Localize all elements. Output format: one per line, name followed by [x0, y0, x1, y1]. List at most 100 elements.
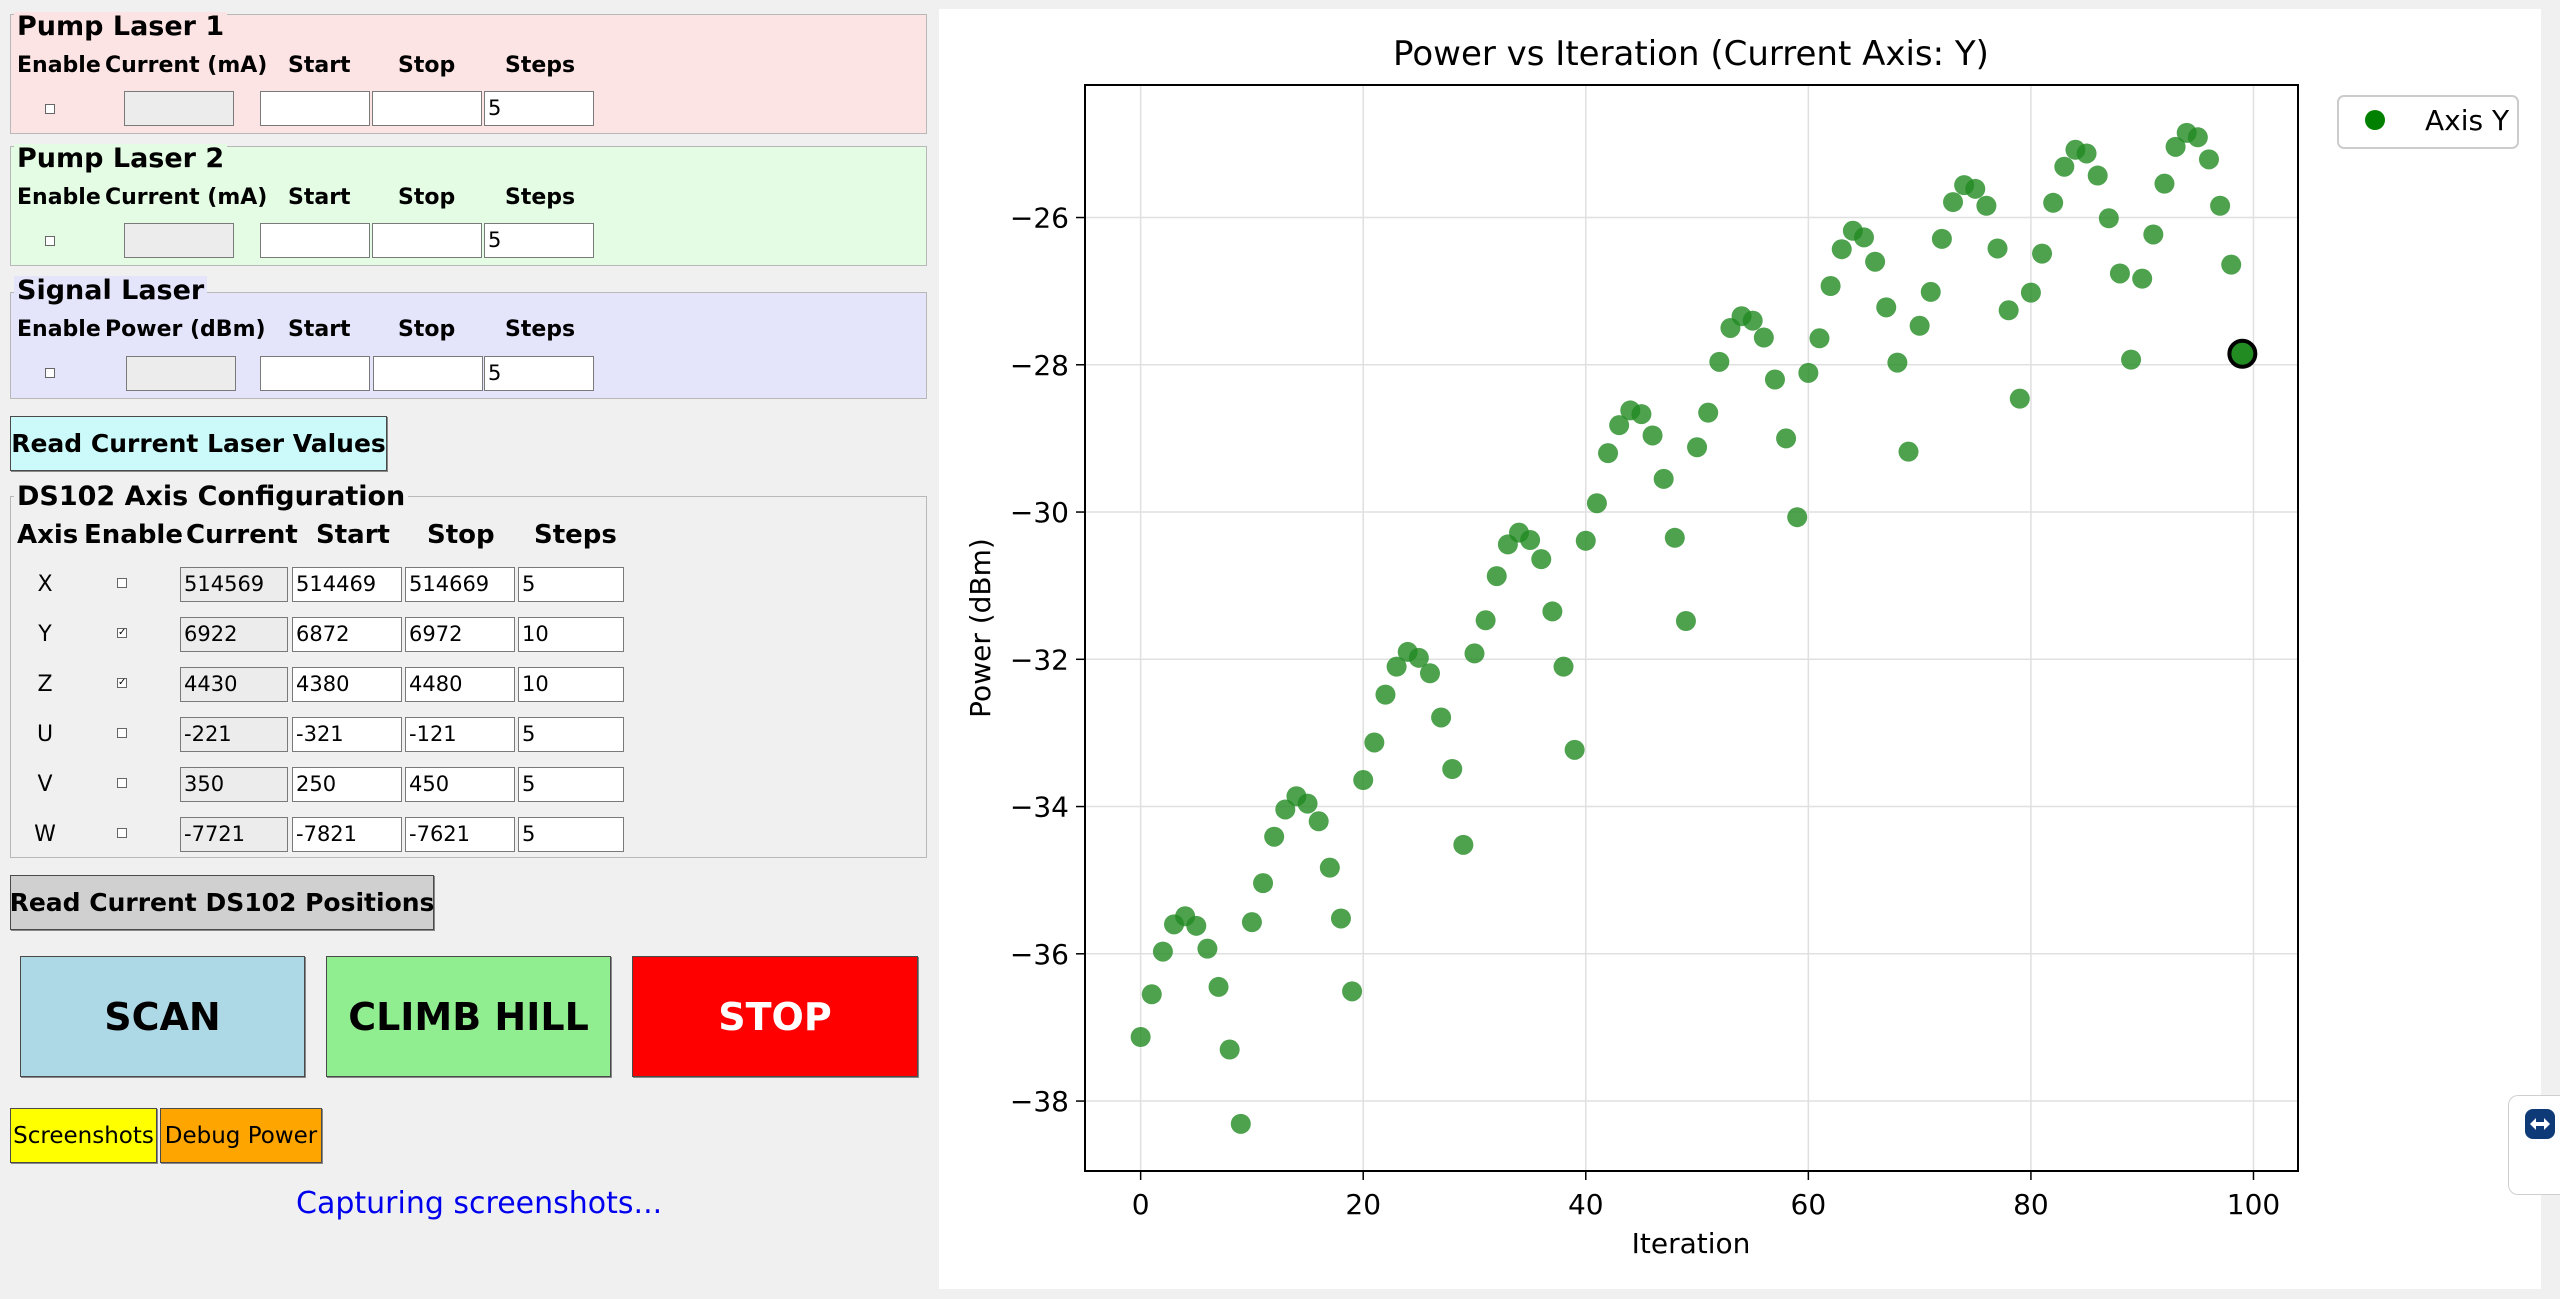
axis-u-steps-input[interactable]: 5: [518, 717, 624, 752]
data-point: [1609, 415, 1630, 436]
data-point: [1253, 873, 1274, 894]
axis-v-start-input[interactable]: 250: [292, 767, 402, 802]
signal-stop-input[interactable]: [373, 356, 483, 391]
pump2-start-header: Start: [288, 185, 351, 210]
pump1-steps-input[interactable]: 5: [484, 91, 594, 126]
data-point: [2221, 254, 2242, 275]
axis-u-stop-input[interactable]: -121: [405, 717, 515, 752]
debug-power-button[interactable]: Debug Power: [160, 1108, 322, 1163]
pump2-enable-header: Enable: [17, 185, 101, 210]
data-point: [1898, 441, 1919, 462]
data-point: [1920, 281, 1941, 302]
climb-hill-button[interactable]: CLIMB HILL: [326, 956, 611, 1077]
read-laser-values-button[interactable]: Read Current Laser Values: [10, 416, 387, 471]
axis-w-start-input[interactable]: -7821: [292, 817, 402, 852]
pump2-start-input[interactable]: [260, 223, 370, 258]
axis-x-start-input[interactable]: 514469: [292, 567, 402, 602]
data-point: [1542, 601, 1563, 622]
axis-z-stop-input[interactable]: 4480: [405, 667, 515, 702]
axis-w-stop-input[interactable]: -7621: [405, 817, 515, 852]
signal-steps-input[interactable]: 5: [484, 356, 594, 391]
data-point: [2198, 149, 2219, 170]
axis-x-current-field: 514569: [180, 567, 288, 602]
data-point: [2109, 263, 2130, 284]
data-point: [1987, 238, 2008, 259]
axis-v-current-field: 350: [180, 767, 288, 802]
axis-enable-checkbox-v[interactable]: [117, 778, 127, 788]
axis-x-steps-input[interactable]: 5: [518, 567, 624, 602]
data-point: [2020, 282, 2041, 303]
data-point: [1965, 178, 1986, 199]
data-point: [2165, 136, 2186, 157]
edge-handle[interactable]: [2508, 1095, 2560, 1195]
axis-z-steps-input[interactable]: 10: [518, 667, 624, 702]
ds102-axis-header: Axis: [17, 520, 79, 550]
axis-y-stop-input[interactable]: 6972: [405, 617, 515, 652]
axis-w-steps-input[interactable]: 5: [518, 817, 624, 852]
signal-start-input[interactable]: [260, 356, 370, 391]
pump2-enable-checkbox[interactable]: [45, 236, 55, 246]
pump2-steps-input[interactable]: 5: [484, 223, 594, 258]
axis-label-z: Z: [37, 672, 53, 697]
pump-laser-1-title: Pump Laser 1: [14, 12, 228, 42]
axis-w-current-field: -7721: [180, 817, 288, 852]
axis-y-start-input[interactable]: 6872: [292, 617, 402, 652]
axis-v-steps-input[interactable]: 5: [518, 767, 624, 802]
pump1-current-field: [124, 91, 234, 126]
stop-button[interactable]: STOP: [632, 956, 918, 1077]
axis-x-stop-input[interactable]: 514669: [405, 567, 515, 602]
scan-button[interactable]: SCAN: [20, 956, 305, 1077]
y-tick-label: −34: [1010, 791, 1069, 824]
ds102-current-header: Current: [186, 520, 298, 550]
data-point: [1342, 981, 1363, 1002]
data-point: [2187, 127, 2208, 148]
data-point: [1464, 643, 1485, 664]
data-point: [1909, 315, 1930, 336]
screenshots-button[interactable]: Screenshots: [10, 1108, 157, 1163]
data-point: [1853, 227, 1874, 248]
data-point: [1319, 857, 1340, 878]
legend-box: [2337, 95, 2519, 149]
signal-enable-checkbox[interactable]: [45, 368, 55, 378]
signal-laser-title: Signal Laser: [14, 276, 208, 306]
axis-enable-checkbox-x[interactable]: [117, 578, 127, 588]
pump2-stop-input[interactable]: [372, 223, 482, 258]
axis-label-u: U: [36, 722, 54, 747]
pump1-start-header: Start: [288, 53, 351, 78]
x-tick-label: 20: [1345, 1188, 1381, 1221]
data-point: [1553, 656, 1574, 677]
axis-z-start-input[interactable]: 4380: [292, 667, 402, 702]
data-point: [2143, 224, 2164, 245]
data-point: [1308, 811, 1329, 832]
data-point: [1419, 663, 1440, 684]
pump1-steps-header: Steps: [505, 53, 576, 78]
signal-power-field: [126, 356, 236, 391]
data-point: [1931, 228, 1952, 249]
x-tick-label: 80: [2013, 1188, 2049, 1221]
pump2-steps-header: Steps: [505, 185, 576, 210]
pump1-enable-checkbox[interactable]: [45, 104, 55, 114]
axis-u-start-input[interactable]: -321: [292, 717, 402, 752]
axis-v-stop-input[interactable]: 450: [405, 767, 515, 802]
y-tick-label: −28: [1010, 349, 1069, 382]
data-point: [2043, 192, 2064, 213]
data-point: [1364, 732, 1385, 753]
axis-y-steps-input[interactable]: 10: [518, 617, 624, 652]
axis-enable-checkbox-w[interactable]: [117, 828, 127, 838]
read-ds102-positions-button[interactable]: Read Current DS102 Positions: [10, 875, 434, 930]
data-point: [1353, 770, 1374, 791]
chart-panel: [939, 9, 2541, 1289]
x-axis-label: Iteration: [1632, 1227, 1751, 1260]
axis-enable-checkbox-u[interactable]: [117, 728, 127, 738]
axis-label-y: Y: [38, 622, 52, 647]
data-point: [1998, 300, 2019, 321]
axis-enable-checkbox-y[interactable]: ✓: [117, 627, 127, 638]
data-point: [1675, 611, 1696, 632]
pump1-stop-input[interactable]: [372, 91, 482, 126]
axis-enable-checkbox-z[interactable]: ✓: [117, 677, 127, 688]
pump1-start-input[interactable]: [260, 91, 370, 126]
data-point: [1197, 938, 1218, 959]
pump1-current-header: Current (mA): [105, 53, 268, 78]
data-point: [1586, 493, 1607, 514]
y-tick-label: −36: [1010, 938, 1069, 971]
